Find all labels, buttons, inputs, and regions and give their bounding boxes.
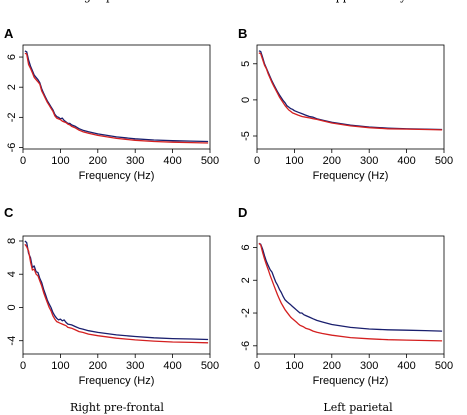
panel-letter: C	[4, 205, 14, 220]
series-line-1	[24, 240, 209, 341]
x-tick-label: 100	[51, 155, 69, 167]
panel-b: B 0 100 200 300 400 500 Frequency (Hz) -5 0 5	[238, 26, 453, 182]
x-tick-label: 0	[20, 360, 26, 372]
y-tick-label: -2	[6, 112, 18, 122]
series-line-1	[258, 50, 443, 131]
x-tick-label: 200	[89, 360, 107, 372]
series-line-1	[258, 242, 443, 332]
panel-a: A 0 100 200 300 400 500 Frequency (Hz) -6 -2 2 6	[4, 26, 219, 182]
panel-letter: D	[238, 205, 247, 220]
series-line-1	[24, 50, 209, 143]
x-tick-label: 500	[435, 360, 453, 372]
x-tick-label: 500	[201, 360, 219, 372]
plot-frame	[22, 44, 211, 150]
y-tick-label: 2	[240, 277, 252, 283]
x-tick-label: 300	[360, 155, 378, 167]
bottom-caption-left: Right pre-frontal	[70, 401, 164, 414]
x-tick-label: 500	[201, 155, 219, 167]
x-tick-label: 300	[360, 360, 378, 372]
y-tick-label: -5	[240, 131, 252, 141]
x-tick-label: 100	[285, 155, 303, 167]
x-axis-title: Frequency (Hz)	[79, 170, 155, 182]
x-tick-label: 400	[397, 360, 415, 372]
y-tick-label: 8	[6, 238, 18, 244]
y-tick-label: 6	[240, 244, 252, 250]
plot-frame	[256, 235, 445, 355]
y-tick-label: -6	[6, 143, 18, 153]
series-line-2	[24, 52, 209, 144]
x-tick-label: 300	[126, 360, 144, 372]
bottom-caption-right: Left parietal	[323, 401, 393, 414]
panel-c: C 0 100 200 300 400 500 Frequency (Hz) -4 0 4 8 Righ…	[4, 0, 219, 387]
plot-frame	[22, 235, 211, 355]
x-axis-title: Frequency (Hz)	[79, 375, 155, 387]
series-line-2	[24, 243, 209, 344]
x-tick-label: 300	[126, 155, 144, 167]
y-tick-label: 4	[6, 271, 18, 277]
x-tick-label: 0	[254, 155, 260, 167]
series-line-2	[258, 242, 443, 342]
x-tick-label: 400	[397, 155, 415, 167]
panel-letter: A	[4, 26, 14, 41]
series-line-2	[258, 52, 443, 131]
x-tick-label: 100	[51, 360, 69, 372]
x-axis-title: Frequency (Hz)	[313, 170, 389, 182]
x-tick-label: 0	[20, 155, 26, 167]
x-tick-label: 0	[254, 360, 260, 372]
y-tick-label: 0	[6, 304, 18, 310]
x-tick-label: 100	[285, 360, 303, 372]
x-tick-label: 200	[323, 360, 341, 372]
y-tick-label: -6	[240, 341, 252, 351]
y-tick-label: 5	[240, 61, 252, 67]
plot-frame	[256, 44, 445, 150]
panel-letter: B	[238, 26, 247, 41]
x-tick-label: 500	[435, 155, 453, 167]
x-tick-label: 200	[323, 155, 341, 167]
y-tick-label: 0	[240, 97, 252, 103]
y-tick-label: -2	[240, 308, 252, 318]
x-tick-label: 200	[89, 155, 107, 167]
y-tick-label: -4	[6, 336, 18, 346]
panel-caption: Right pre-motor	[72, 0, 162, 3]
y-tick-label: 2	[6, 84, 18, 90]
x-tick-label: 400	[163, 155, 181, 167]
panel-caption: Anterior supplementary motor	[272, 0, 444, 3]
x-axis-title: Frequency (Hz)	[313, 375, 389, 387]
y-tick-label: 6	[6, 54, 18, 60]
x-tick-label: 400	[163, 360, 181, 372]
